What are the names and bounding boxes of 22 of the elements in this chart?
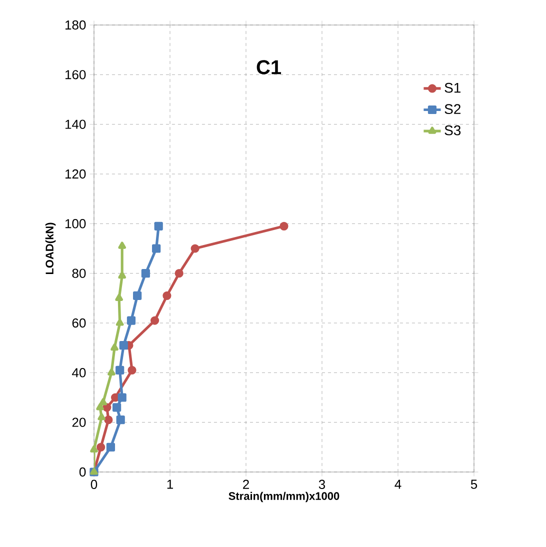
legend-label: S3 [444,125,461,136]
x-tick-label: 1 [167,480,173,489]
y-tick-label: 160 [65,70,86,80]
x-axis-title: Strain(mm/mm)x1000 [228,492,340,502]
legend-label: S2 [444,104,460,114]
x-tick-label: 0 [90,480,98,489]
legend-label: S1 [444,82,461,93]
y-tick-label: 180 [65,20,86,30]
y-tick-label: 40 [72,368,86,378]
y-tick-label: 100 [65,219,86,228]
x-tick-label: 5 [470,480,478,489]
x-tick-label: 4 [394,480,402,489]
y-tick-label: 20 [72,418,86,427]
y-axis-title: LOAD(kN) [45,222,56,274]
y-tick-label: 120 [65,169,86,179]
y-tick-label: 80 [72,268,86,278]
y-tick-label: 140 [65,120,86,129]
x-tick-label: 3 [318,480,326,489]
text: C1 [256,60,282,74]
y-tick-label: 0 [79,467,86,477]
y-tick-label: 60 [72,318,86,328]
x-tick-label: 2 [243,480,249,489]
